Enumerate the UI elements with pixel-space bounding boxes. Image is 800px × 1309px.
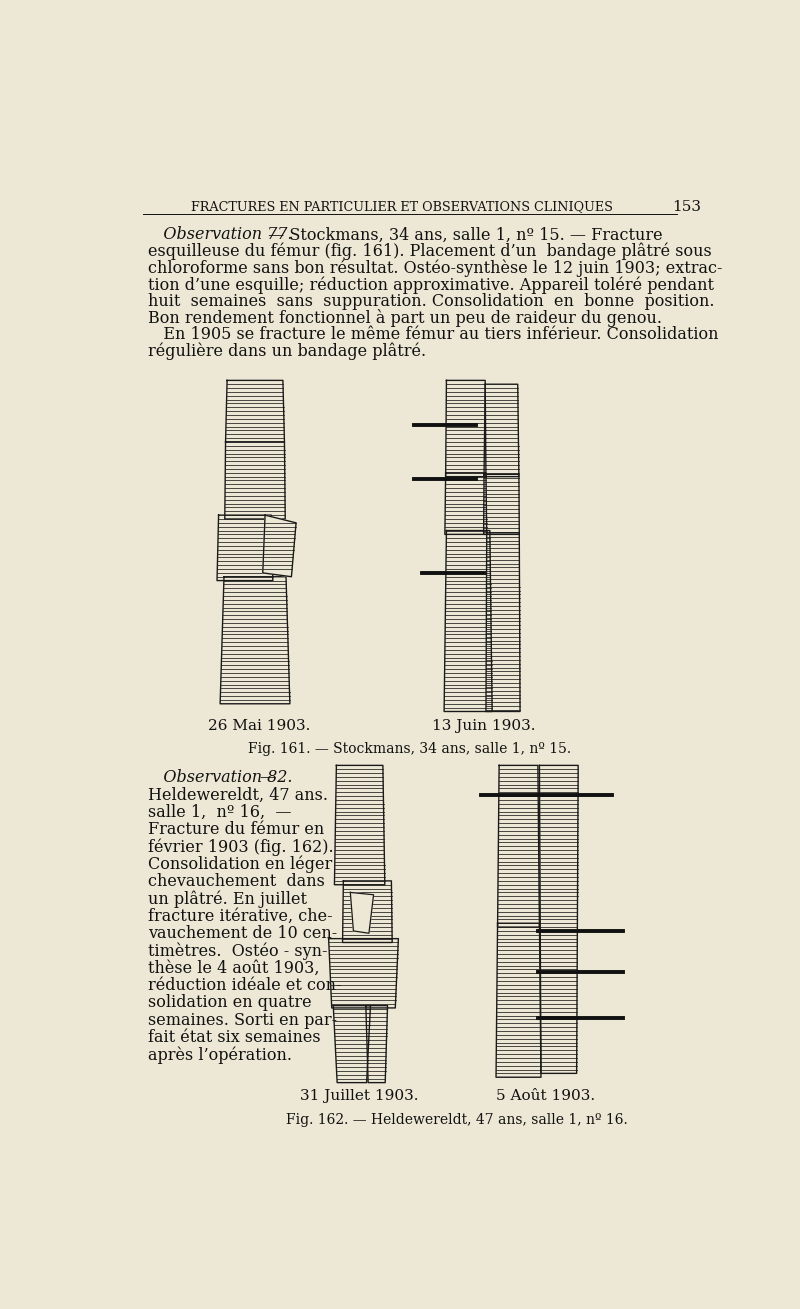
Text: semaines. Sorti en par-: semaines. Sorti en par- [148, 1012, 337, 1029]
Polygon shape [342, 881, 392, 942]
Text: solidation en quatre: solidation en quatre [148, 995, 312, 1012]
Text: huit  semaines  sans  suppuration. Consolidation  en  bonne  position.: huit semaines sans suppuration. Consolid… [148, 293, 714, 310]
Polygon shape [366, 1005, 387, 1083]
Text: 26 Mai 1903.: 26 Mai 1903. [208, 719, 310, 733]
Text: Bon rendement fonctionnel à part un peu de raideur du genou.: Bon rendement fonctionnel à part un peu … [148, 309, 662, 327]
Text: Consolidation en léger: Consolidation en léger [148, 856, 332, 873]
Polygon shape [486, 533, 520, 712]
Text: fait état six semaines: fait état six semaines [148, 1029, 321, 1046]
Text: un plâtré. En juillet: un plâtré. En juillet [148, 890, 307, 908]
Polygon shape [539, 766, 578, 1073]
Polygon shape [444, 530, 492, 712]
Polygon shape [484, 474, 519, 534]
Text: vauchement de 10 cen-: vauchement de 10 cen- [148, 925, 338, 942]
Text: Observation 77.: Observation 77. [148, 226, 293, 243]
Polygon shape [498, 766, 539, 927]
Polygon shape [446, 381, 486, 476]
Polygon shape [496, 923, 541, 1077]
Text: chevauchement  dans: chevauchement dans [148, 873, 325, 890]
Text: régulière dans un bandage plâtré.: régulière dans un bandage plâtré. [148, 342, 426, 360]
Polygon shape [334, 766, 385, 885]
Text: 5 Août 1903.: 5 Août 1903. [496, 1089, 595, 1102]
Text: 153: 153 [672, 200, 701, 215]
Polygon shape [484, 385, 519, 476]
Text: esquilleuse du fémur (fig. 161). Placement d’un  bandage plâtré sous: esquilleuse du fémur (fig. 161). Placeme… [148, 243, 712, 260]
Polygon shape [226, 381, 285, 442]
Polygon shape [225, 442, 286, 518]
Text: En 1905 se fracture le même fémur au tiers inférieur. Consolidation: En 1905 se fracture le même fémur au tie… [148, 326, 718, 343]
Polygon shape [445, 473, 486, 534]
Text: 13 Juin 1903.: 13 Juin 1903. [432, 719, 535, 733]
Text: Fracture du fémur en: Fracture du fémur en [148, 821, 324, 838]
Polygon shape [334, 1005, 370, 1083]
Text: Fig. 161. — Stockmans, 34 ans, salle 1, nº 15.: Fig. 161. — Stockmans, 34 ans, salle 1, … [249, 742, 571, 757]
Text: thèse le 4 août 1903,: thèse le 4 août 1903, [148, 959, 319, 977]
Text: salle 1,  nº 16,  —: salle 1, nº 16, — [148, 804, 291, 821]
Text: chloroforme sans bon résultat. Ostéo-synthèse le 12 juin 1903; extrac-: chloroforme sans bon résultat. Ostéo-syn… [148, 259, 722, 278]
Text: — Stockmans, 34 ans, salle 1, nº 15. — Fracture: — Stockmans, 34 ans, salle 1, nº 15. — F… [262, 226, 662, 243]
Text: timètres.  Ostéo - syn-: timètres. Ostéo - syn- [148, 942, 327, 959]
Text: après l’opération.: après l’opération. [148, 1046, 292, 1064]
Text: FRACTURES EN PARTICULIER ET OBSERVATIONS CLINIQUES: FRACTURES EN PARTICULIER ET OBSERVATIONS… [191, 200, 613, 213]
Polygon shape [220, 577, 290, 704]
Polygon shape [217, 516, 273, 581]
Polygon shape [262, 516, 296, 577]
Text: fracture itérative, che-: fracture itérative, che- [148, 908, 333, 925]
Polygon shape [350, 893, 374, 933]
Polygon shape [329, 939, 398, 1008]
Text: Observation 82.: Observation 82. [148, 770, 293, 787]
Text: réduction idéale et con-: réduction idéale et con- [148, 977, 342, 994]
Text: Fig. 162. — Heldewereldt, 47 ans, salle 1, nº 16.: Fig. 162. — Heldewereldt, 47 ans, salle … [286, 1114, 627, 1127]
Text: 31 Juillet 1903.: 31 Juillet 1903. [300, 1089, 419, 1102]
Text: Heldewereldt, 47 ans.: Heldewereldt, 47 ans. [148, 787, 328, 804]
Text: —: — [255, 770, 276, 787]
Text: tion d’une esquille; réduction approximative. Appareil toléré pendant: tion d’une esquille; réduction approxima… [148, 276, 714, 293]
Text: février 1903 (fig. 162).: février 1903 (fig. 162). [148, 839, 334, 856]
